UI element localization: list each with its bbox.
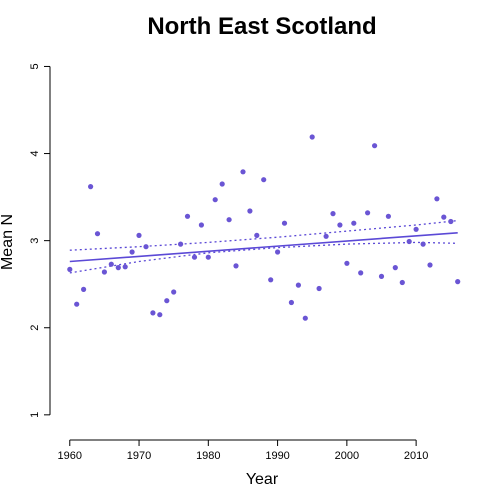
data-point (108, 261, 114, 267)
data-point (212, 197, 218, 203)
data-point (337, 222, 343, 228)
data-point (365, 210, 371, 216)
data-point (351, 220, 357, 226)
data-point (171, 289, 177, 295)
data-point (254, 232, 260, 238)
data-point (233, 263, 239, 269)
data-point (268, 277, 274, 283)
fit-lines (69, 219, 458, 274)
y-tick-label: 3 (29, 238, 41, 244)
data-point (81, 286, 87, 292)
data-point (226, 217, 232, 223)
data-point (101, 269, 107, 275)
y-tick-label: 5 (29, 63, 41, 69)
data-point (198, 222, 204, 228)
data-point (385, 213, 391, 219)
x-tick-label: 1970 (127, 450, 151, 462)
data-point (67, 266, 73, 272)
data-point (129, 249, 135, 255)
data-point (455, 279, 461, 285)
data-point (275, 249, 281, 255)
data-point (427, 262, 433, 268)
data-point (191, 254, 198, 260)
data-point (205, 254, 211, 260)
y-tick-label: 2 (29, 325, 41, 331)
data-point (164, 298, 170, 304)
confidence-band-line (69, 219, 458, 251)
data-point (136, 232, 142, 238)
data-point (406, 238, 412, 245)
data-point (247, 208, 253, 214)
data-point (143, 244, 149, 250)
data-point (122, 264, 128, 270)
x-axis-title: Year (246, 471, 279, 488)
data-point (240, 169, 246, 175)
x-tick-label: 2010 (404, 450, 428, 462)
x-tick-label: 1980 (196, 450, 220, 462)
data-point (184, 213, 191, 219)
x-axis: 1960 1970 1980 1990 2000 2010 (58, 439, 428, 462)
data-point (448, 218, 454, 225)
data-point (295, 282, 301, 288)
x-tick-label: 2000 (335, 450, 359, 462)
y-tick-label: 4 (29, 150, 41, 156)
data-point (94, 231, 101, 237)
data-point (302, 315, 308, 321)
data-point (88, 184, 94, 190)
data-point (392, 265, 398, 271)
x-tick-label: 1960 (58, 450, 82, 462)
data-point (74, 301, 80, 307)
data-point (219, 181, 225, 187)
data-point (323, 233, 329, 239)
data-point (316, 285, 322, 292)
data-point (178, 241, 184, 247)
data-point (441, 214, 447, 220)
data-point (150, 310, 156, 316)
data-point (309, 134, 315, 140)
data-point (378, 273, 385, 279)
y-axis-title: Mean N (0, 214, 16, 270)
data-point (115, 265, 121, 271)
data-point (399, 279, 405, 286)
x-tick-label: 1990 (265, 450, 289, 462)
fit-line (69, 232, 458, 263)
data-point (372, 143, 378, 149)
data-point (420, 241, 426, 247)
y-tick-label: 1 (29, 412, 41, 418)
data-point (358, 270, 364, 276)
y-axis: 1 2 3 4 5 (29, 63, 51, 418)
data-point (261, 177, 267, 183)
data-point (288, 299, 294, 306)
data-point (330, 211, 336, 217)
confidence-band-line (69, 241, 458, 274)
data-point (344, 260, 350, 266)
data-point (434, 196, 440, 202)
chart-title: North East Scotland (147, 13, 376, 40)
data-point (413, 226, 419, 232)
data-point (281, 220, 288, 226)
data-point (157, 312, 163, 318)
data-points (67, 134, 461, 321)
